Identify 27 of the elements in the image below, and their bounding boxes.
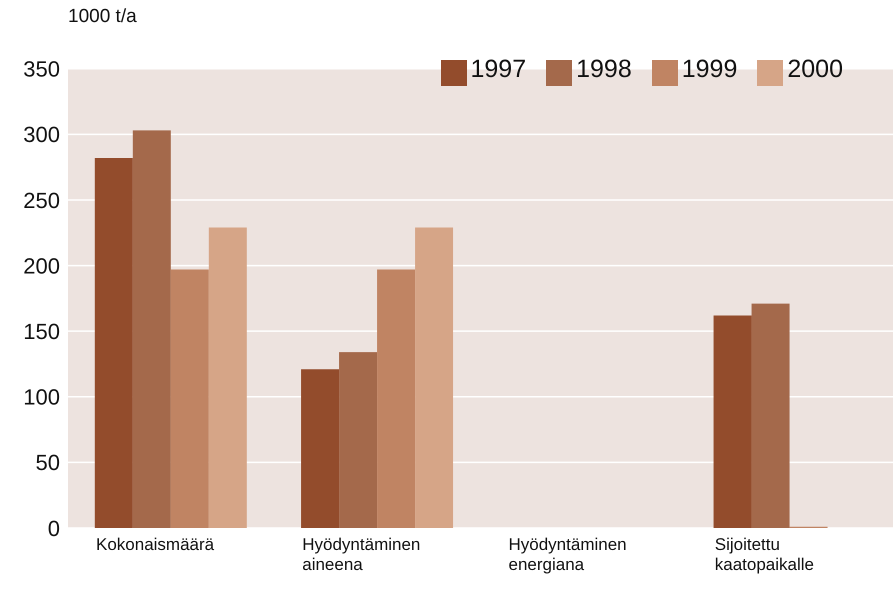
legend-label: 1998 [576, 55, 632, 83]
y-tick-label: 150 [23, 318, 60, 344]
x-tick-label: Kokonaismäärä [96, 535, 215, 554]
y-tick-label: 200 [23, 253, 60, 278]
y-tick-label: 300 [23, 122, 60, 148]
legend-label: 1999 [682, 55, 738, 83]
bar [94, 158, 133, 528]
x-tick-label: Hyödyntäminen energiana [508, 535, 627, 574]
bar [714, 315, 752, 528]
y-tick-label: 0 [48, 516, 60, 541]
bar [132, 130, 171, 528]
y-tick-label: 350 [23, 56, 60, 82]
y-tick-label: 250 [23, 188, 60, 213]
bar [208, 228, 247, 528]
x-tick-label: Sijoitettu kaatopaikalle [714, 535, 814, 574]
y-tick-label: 100 [23, 384, 60, 410]
bar [301, 369, 340, 528]
bar [170, 270, 209, 528]
y-tick-label: 50 [36, 450, 60, 476]
bar [752, 304, 790, 528]
bar [339, 352, 378, 528]
legend-label: 2000 [787, 55, 843, 83]
legend-label: 1997 [470, 55, 526, 83]
bar [415, 228, 454, 528]
x-tick-label: Hyödyntäminen aineena [302, 535, 420, 574]
y-axis-title: 1000 t/a [68, 6, 137, 28]
bar [377, 270, 416, 528]
